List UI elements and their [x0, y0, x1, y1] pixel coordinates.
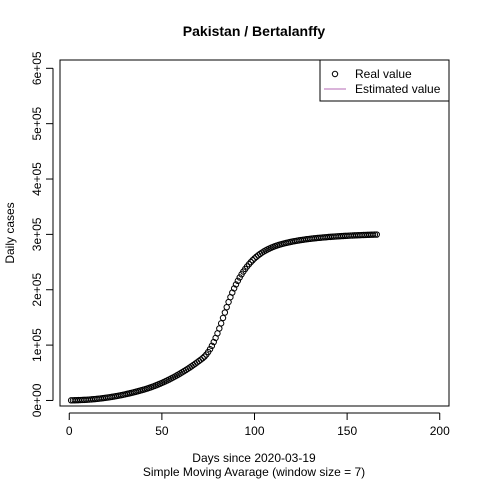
data-point	[230, 285, 238, 292]
data-point	[251, 255, 258, 262]
data-point	[206, 345, 214, 353]
y-tick-label: 1e+05	[30, 328, 44, 362]
chart-title: Pakistan / Bertalanffy	[183, 23, 326, 39]
x-axis-label: Days since 2020-03-19	[192, 451, 316, 465]
y-axis-label: Daily cases	[3, 202, 17, 263]
data-point	[234, 277, 242, 285]
data-point	[247, 258, 254, 266]
data-points	[67, 231, 380, 404]
legend: Real value Estimated value	[319, 59, 450, 102]
legend-label-estimated-value: Estimated value	[355, 82, 441, 96]
x-tick-label: 100	[244, 424, 264, 438]
data-point	[197, 356, 204, 363]
data-point	[232, 281, 240, 288]
data-point	[217, 320, 225, 327]
y-tick-label: 2e+05	[30, 273, 44, 307]
legend-box	[319, 59, 450, 102]
y-tick-label: 0e+00	[30, 383, 44, 417]
data-point	[208, 342, 216, 350]
data-point	[219, 314, 227, 322]
data-point	[369, 231, 377, 238]
data-point	[373, 231, 380, 238]
data-point	[236, 274, 243, 281]
x-tick-label: 150	[337, 424, 357, 438]
legend-marker-real-value	[331, 70, 339, 78]
chart-subtitle: Simple Moving Avarage (window size = 7)	[143, 465, 365, 479]
y-tick-label: 3e+05	[30, 217, 44, 251]
y-tick-label: 6e+05	[30, 51, 44, 85]
data-point	[221, 309, 229, 316]
x-axis: 0 50 100 150 200	[66, 412, 450, 438]
data-point	[249, 256, 256, 264]
data-point	[371, 231, 379, 238]
plot-frame	[59, 59, 450, 407]
y-axis: 0e+00 1e+05 2e+05 3e+05 4e+05 5e+05 6e+05	[30, 51, 54, 417]
legend-label-real-value: Real value	[355, 67, 412, 81]
data-point	[199, 355, 206, 362]
y-tick-label: 5e+05	[30, 106, 44, 140]
data-point	[216, 325, 223, 332]
x-tick-label: 0	[66, 424, 73, 438]
x-tick-label: 200	[430, 424, 450, 438]
y-tick-label: 4e+05	[30, 162, 44, 196]
x-tick-label: 50	[155, 424, 169, 438]
data-point	[223, 303, 230, 311]
data-point	[201, 353, 208, 360]
